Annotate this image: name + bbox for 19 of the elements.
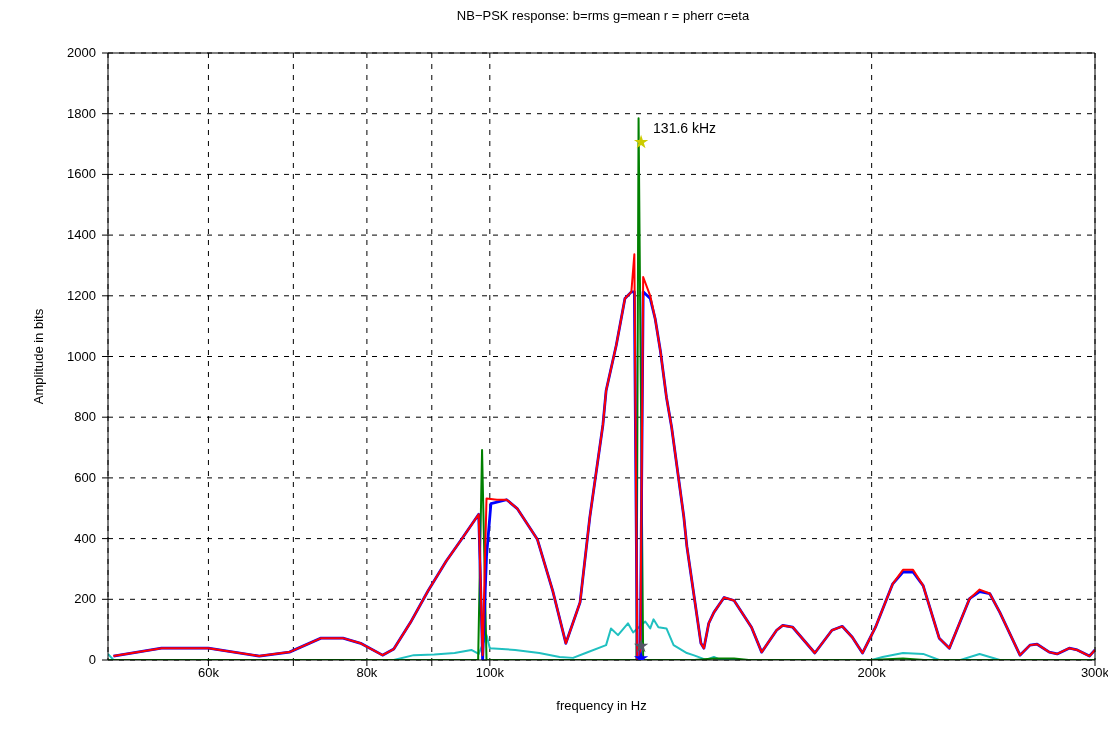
x-tick-label: 200k xyxy=(857,665,887,681)
annotation: 131.6 kHz xyxy=(653,120,717,137)
x-tick-label: 60k xyxy=(197,665,220,681)
chart-title: NB−PSK response: b=rms g=mean r = pherr c=eta xyxy=(455,8,751,25)
x-axis-title: frequency in Hz xyxy=(556,698,647,713)
y-tick-label: 800 xyxy=(74,409,96,425)
y-tick-label: 1800 xyxy=(67,105,96,121)
y-tick-label: 400 xyxy=(74,530,96,546)
y-tick-label: 1200 xyxy=(67,287,96,303)
y-tick-label: 200 xyxy=(74,591,96,607)
y-tick-label: 1600 xyxy=(67,166,96,182)
y-tick-label: 1000 xyxy=(67,348,96,364)
x-tick-label: 80k xyxy=(356,665,378,681)
y-tick-label: 0 xyxy=(88,652,96,667)
y-tick-label: 2000 xyxy=(67,45,96,60)
y-axis-title: Amplitude in bits xyxy=(30,308,46,405)
x-tick-label: 100k xyxy=(475,665,505,681)
y-tick-label: 1400 xyxy=(67,227,96,243)
y-tick-label: 600 xyxy=(74,469,96,485)
